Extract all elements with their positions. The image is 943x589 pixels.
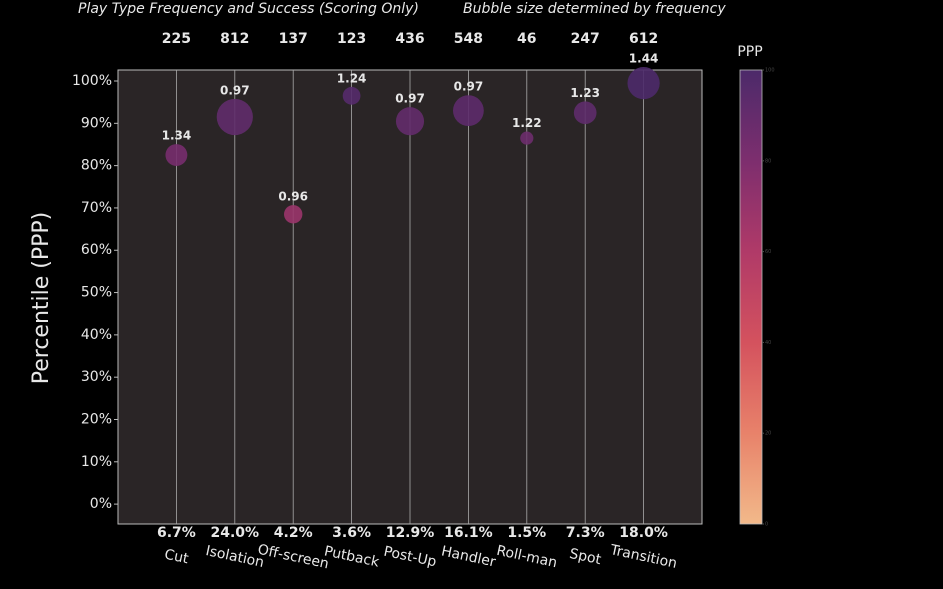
ppp-label: 0.96 [278,190,308,204]
y-tick-label: 10% [81,454,112,470]
y-tick-label: 100% [72,73,112,89]
share-label: 18.0% [619,525,668,541]
x-tick-label: Putback [323,543,382,570]
ppp-label: 1.44 [629,52,659,66]
bubble [573,101,597,125]
bubble [627,67,660,100]
share-label: 12.9% [386,525,435,541]
bubble [520,131,534,145]
ppp-label: 1.22 [512,116,542,130]
colorbar-tick-label: 20 [765,431,771,437]
x-tick-label: Off-screen [256,542,330,573]
frequency-label: 812 [220,31,249,47]
share-label: 1.5% [507,525,546,541]
x-tick-label: Handler [440,543,497,570]
ppp-label: 1.23 [570,86,600,100]
ppp-label: 0.97 [454,80,484,94]
frequency-label: 137 [279,31,308,47]
colorbar-tick-label: 80 [765,158,771,164]
y-tick-label: 60% [81,242,112,258]
bubble [283,205,303,224]
y-axis-label: Percentile (PPP) [29,212,54,385]
colorbar-tick-label: 0 [765,522,768,528]
y-tick-label: 70% [81,200,112,216]
x-tick-label: Roll-man [495,543,559,571]
x-tick-label: Transition [608,542,679,572]
x-tick-label: Cut [163,547,190,568]
share-label: 16.1% [444,525,493,541]
colorbar-tick-label: 60 [765,249,771,255]
frequency-label: 612 [629,31,658,47]
frequency-label: 247 [571,31,600,47]
y-tick-label: 80% [81,158,112,174]
bubble [216,98,253,136]
share-label: 4.2% [274,525,313,541]
bubble [395,107,425,136]
colorbar-label: PPP [737,44,762,60]
ppp-label: 1.34 [162,129,192,143]
bubble [452,95,484,127]
y-tick-label: 90% [81,115,112,131]
bubble [342,86,361,105]
colorbar-tick-label: 40 [765,340,771,346]
share-label: 7.3% [566,525,605,541]
share-label: 6.7% [157,525,196,541]
share-label: 24.0% [211,525,260,541]
ppp-label: 0.97 [220,83,250,97]
frequency-label: 123 [337,31,366,47]
x-tick-label: Post-Up [382,544,438,571]
bubble [165,144,188,166]
ppp-label: 1.24 [337,71,367,85]
y-tick-label: 0% [90,496,112,512]
share-label: 3.6% [332,525,371,541]
ppp-label: 0.97 [395,92,425,106]
frequency-label: 225 [162,31,191,47]
frequency-label: 46 [517,31,536,47]
x-tick-label: Spot [568,546,603,568]
colorbar-tick-label: 100 [765,68,775,74]
frequency-label: 436 [395,31,424,47]
y-tick-label: 50% [81,285,112,301]
frequency-label: 548 [454,31,483,47]
y-tick-label: 30% [81,369,112,385]
chart-subtitle: Bubble size determined by frequency [463,1,726,17]
colorbar [739,69,763,525]
y-tick-label: 20% [81,411,112,427]
y-tick-label: 40% [81,327,112,343]
chart-title: Play Type Frequency and Success (Scoring… [78,1,419,17]
